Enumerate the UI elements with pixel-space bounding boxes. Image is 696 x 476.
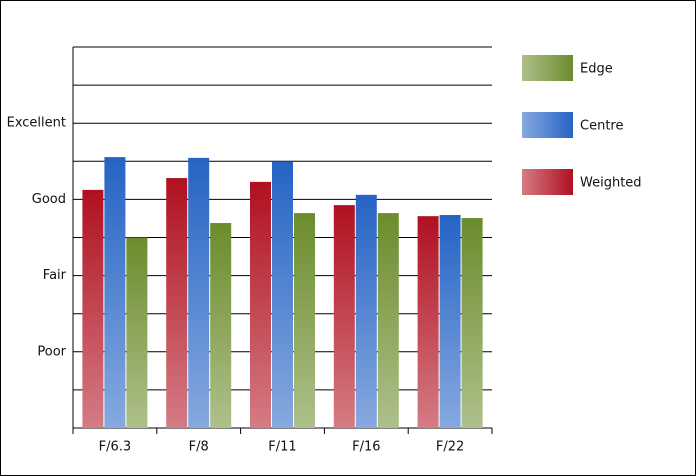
bar xyxy=(294,213,315,428)
y-tick-label: Poor xyxy=(37,344,66,359)
bar xyxy=(417,216,439,428)
bar xyxy=(439,215,461,428)
legend-label: Weighted xyxy=(580,176,642,191)
y-tick-label: Excellent xyxy=(7,116,66,131)
legend-swatch xyxy=(522,169,573,195)
y-tick-label: Fair xyxy=(43,268,67,283)
bar xyxy=(250,181,271,428)
y-tick-label: Good xyxy=(32,192,66,207)
bar xyxy=(333,205,355,428)
bar xyxy=(210,223,232,428)
bar xyxy=(188,157,210,428)
x-tick-label: F/11 xyxy=(268,440,296,455)
x-tick-label: F/16 xyxy=(352,440,380,455)
bar xyxy=(461,218,483,428)
legend-label: Centre xyxy=(580,119,623,134)
legend-swatch xyxy=(522,112,573,138)
x-tick-label: F/6.3 xyxy=(99,440,132,455)
bar xyxy=(272,161,293,429)
x-tick-label: F/22 xyxy=(436,440,464,455)
x-tick-label: F/8 xyxy=(189,440,209,455)
bar xyxy=(82,189,104,428)
bar xyxy=(166,178,188,428)
bar xyxy=(104,157,126,428)
bar xyxy=(377,213,399,428)
legend-swatch xyxy=(522,55,573,81)
legend-label: Edge xyxy=(580,62,613,77)
bar xyxy=(126,237,148,428)
bar xyxy=(355,194,377,428)
